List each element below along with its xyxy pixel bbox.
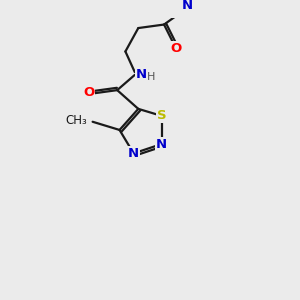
Text: O: O bbox=[170, 42, 182, 55]
Text: S: S bbox=[157, 110, 166, 122]
Text: O: O bbox=[83, 86, 95, 99]
Text: CH₃: CH₃ bbox=[66, 114, 88, 127]
Text: N: N bbox=[136, 68, 147, 81]
Text: N: N bbox=[128, 147, 139, 160]
Text: N: N bbox=[156, 137, 167, 151]
Text: N: N bbox=[182, 0, 193, 12]
Text: H: H bbox=[146, 72, 155, 82]
